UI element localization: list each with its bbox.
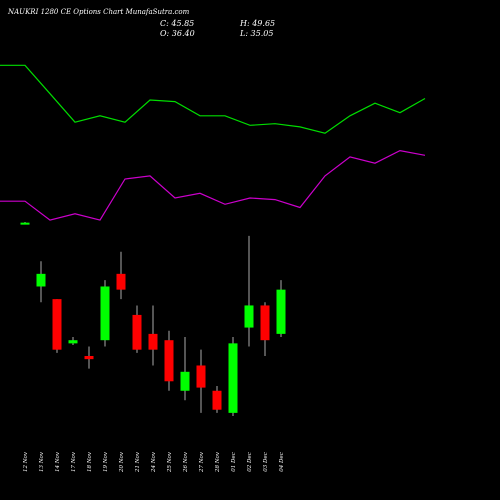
candle-up xyxy=(100,286,110,341)
x-tick-label: 03 Dec xyxy=(263,452,269,472)
candle-up xyxy=(180,371,190,391)
x-tick-label: 21 Nov xyxy=(135,451,141,473)
candle-down xyxy=(196,365,206,388)
high-value: H: 49.65 xyxy=(240,19,276,28)
candle-up xyxy=(20,222,30,225)
x-tick-label: 14 Nov xyxy=(55,451,61,472)
x-tick-label: 24 Nov xyxy=(151,451,157,473)
candle-up xyxy=(68,340,78,344)
candle-down xyxy=(164,340,174,382)
candle-down xyxy=(132,314,142,350)
x-tick-label: 25 Nov xyxy=(167,451,173,473)
candle-down xyxy=(212,390,222,410)
candle-up xyxy=(276,289,286,334)
x-tick-label: 02 Dec xyxy=(247,452,253,472)
candle-down xyxy=(52,299,62,350)
chart-title: NAUKRI 1280 CE Options Chart MunafaSutra… xyxy=(8,8,190,16)
x-tick-label: 17 Nov xyxy=(71,451,77,472)
x-tick-label: 13 Nov xyxy=(39,451,45,472)
x-tick-label: 12 Nov xyxy=(23,451,29,472)
candle-down xyxy=(148,333,158,350)
x-tick-label: 01 Dec xyxy=(231,452,237,472)
x-tick-label: 04 Dec xyxy=(279,452,285,472)
candle-down xyxy=(84,356,94,360)
x-tick-label: 20 Nov xyxy=(119,451,125,473)
low-value: L: 35.05 xyxy=(240,29,274,38)
candle-up xyxy=(244,305,254,328)
close-value: C: 45.85 xyxy=(160,19,195,28)
candle-down xyxy=(116,273,126,290)
x-tick-label: 26 Nov xyxy=(183,451,189,473)
candle-up xyxy=(228,343,238,413)
open-value: O: 36.40 xyxy=(160,29,195,38)
upper-line-series xyxy=(0,64,426,134)
x-tick-label: 27 Nov xyxy=(199,451,205,473)
candle-up xyxy=(36,273,46,287)
x-tick-label: 28 Nov xyxy=(215,451,221,473)
x-tick-label: 19 Nov xyxy=(103,451,109,472)
x-tick-label: 18 Nov xyxy=(87,451,93,472)
lower-line-series xyxy=(0,149,426,221)
candle-down xyxy=(260,305,270,341)
